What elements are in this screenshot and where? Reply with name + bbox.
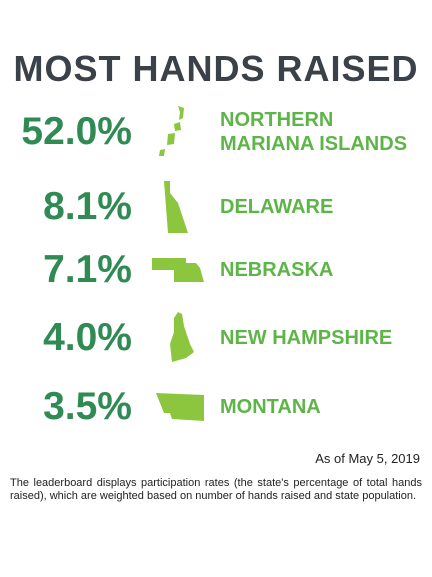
leaderboard-row: 52.0% NORTHERN MARIANA ISLANDS [0,102,432,162]
percent: 4.0% [43,316,132,359]
percent: 3.5% [43,385,132,428]
state-name: DELAWARE [220,196,334,218]
leaderboard-row: 3.5% MONTANA [0,377,432,437]
as-of-date: As of May 5, 2019 [315,451,420,466]
leaderboard-row: 7.1% NEBRASKA [0,240,432,300]
state-name: NEW HAMPSHIRE [220,327,393,349]
state-icon [156,393,204,421]
percent: 7.1% [43,248,132,291]
state-icon [164,181,188,233]
state-icon [152,258,204,282]
percent: 52.0% [21,110,132,153]
state-name: NEBRASKA [220,259,334,281]
leaderboard-row: 8.1% DELAWARE [0,177,432,237]
leaderboard-row: 4.0% NEW HAMPSHIRE [0,308,432,368]
state-icon [170,312,194,362]
state-icon [159,106,184,156]
footnote: The leaderboard displays participation r… [10,477,422,502]
state-name: MONTANA [220,396,321,418]
state-name: NORTHERN MARIANA ISLANDS [220,109,408,155]
title: MOST HANDS RAISED [13,48,419,89]
percent: 8.1% [43,185,132,228]
